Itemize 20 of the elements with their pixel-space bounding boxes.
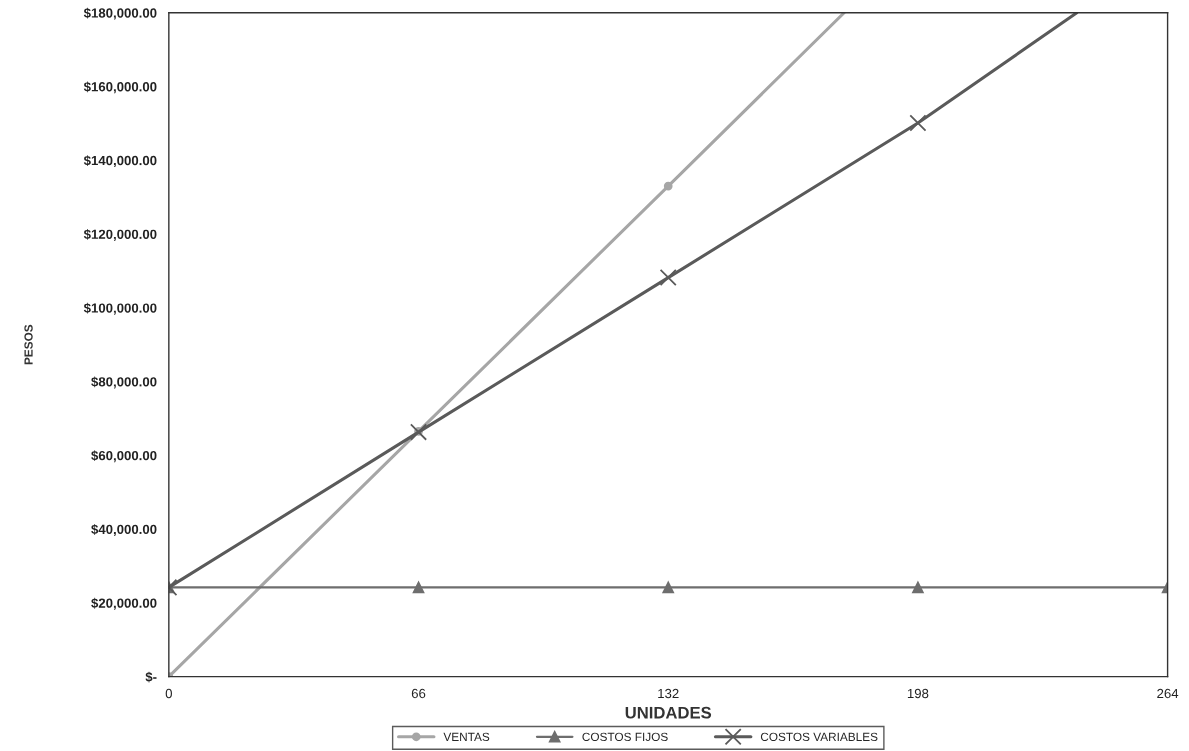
y-tick-label: $140,000.00 [83,155,157,168]
y-tick-label: $80,000.00 [91,376,157,389]
x-tick-label: 264 [1157,688,1179,699]
x-tick-label: 198 [907,688,929,699]
x-tick-label: 0 [165,688,172,699]
legend-label: COSTOS VARIABLES [760,732,878,742]
y-tick-label: $60,000.00 [91,450,157,463]
y-tick-label: $100,000.00 [83,302,157,315]
y-axis-title: PESOS [24,324,33,365]
legend-label: VENTAS [443,732,490,742]
x-tick-label: 132 [658,688,679,699]
y-tick-label: $180,000.00 [83,7,157,20]
x-axis-title: UNIDADES [625,706,712,719]
y-tick-label: $120,000.00 [83,229,157,241]
x-tick-label: 66 [411,688,426,699]
legend-label: COSTOS FIJOS [582,732,668,742]
y-tick-label: $40,000.00 [91,524,157,536]
y-tick-label: $160,000.00 [83,81,157,94]
y-tick-label: $20,000.00 [91,597,157,610]
y-tick-label: $- [145,671,157,683]
